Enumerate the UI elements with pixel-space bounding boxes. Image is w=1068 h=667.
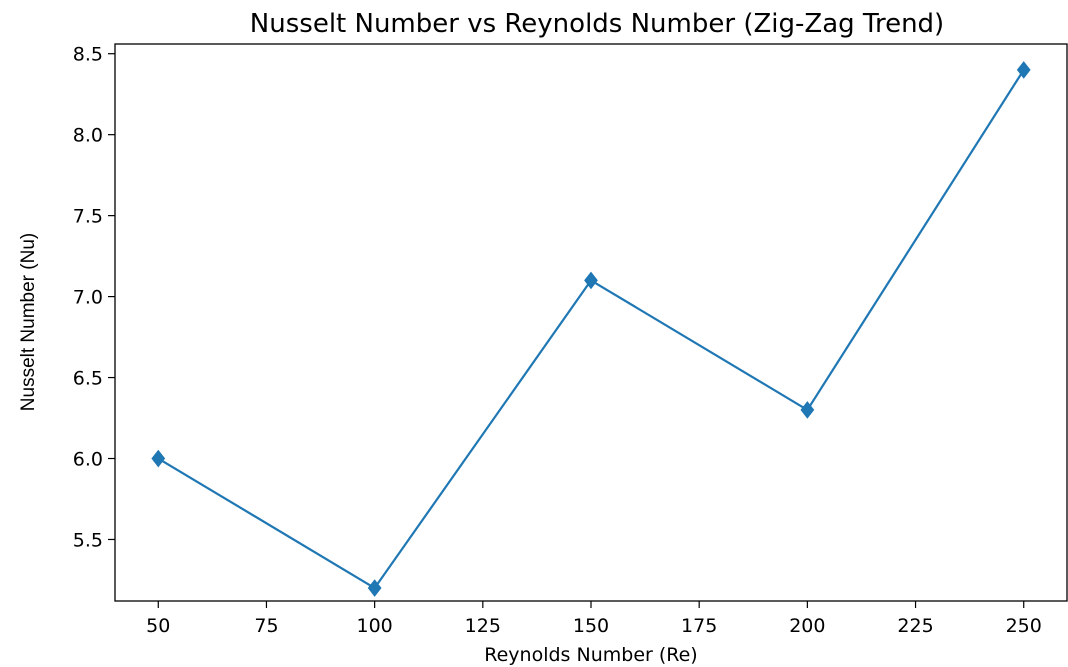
y-axis-label: Nusselt Number (Nu)	[18, 233, 39, 411]
x-tick-label: 75	[254, 615, 278, 637]
y-tick-label: 6.5	[73, 368, 103, 390]
x-tick-label: 175	[681, 615, 717, 637]
x-axis: 50 75 100 125 150 175 200 225 250	[146, 601, 1042, 637]
data-point-marker	[152, 451, 164, 467]
chart-title: Nusselt Number vs Reynolds Number (Zig-Z…	[250, 9, 944, 39]
x-tick-label: 150	[573, 615, 609, 637]
series-group	[152, 62, 1030, 596]
y-tick-label: 7.0	[73, 287, 103, 309]
y-tick-label: 7.5	[73, 206, 103, 228]
x-tick-label: 100	[357, 615, 393, 637]
y-axis: 5.5 6.0 6.5 7.0 7.5 8.0 8.5	[73, 44, 115, 552]
y-tick-label: 6.0	[73, 449, 103, 471]
x-tick-label: 200	[789, 615, 825, 637]
x-tick-label: 125	[465, 615, 501, 637]
x-axis-label: Reynolds Number (Re)	[484, 644, 697, 666]
x-tick-label: 225	[897, 615, 933, 637]
series-line	[158, 70, 1023, 588]
x-tick-label: 250	[1006, 615, 1042, 637]
y-tick-label: 8.0	[73, 125, 103, 147]
y-tick-label: 8.5	[73, 44, 103, 66]
x-tick-label: 50	[146, 615, 170, 637]
y-tick-label: 5.5	[73, 529, 103, 551]
